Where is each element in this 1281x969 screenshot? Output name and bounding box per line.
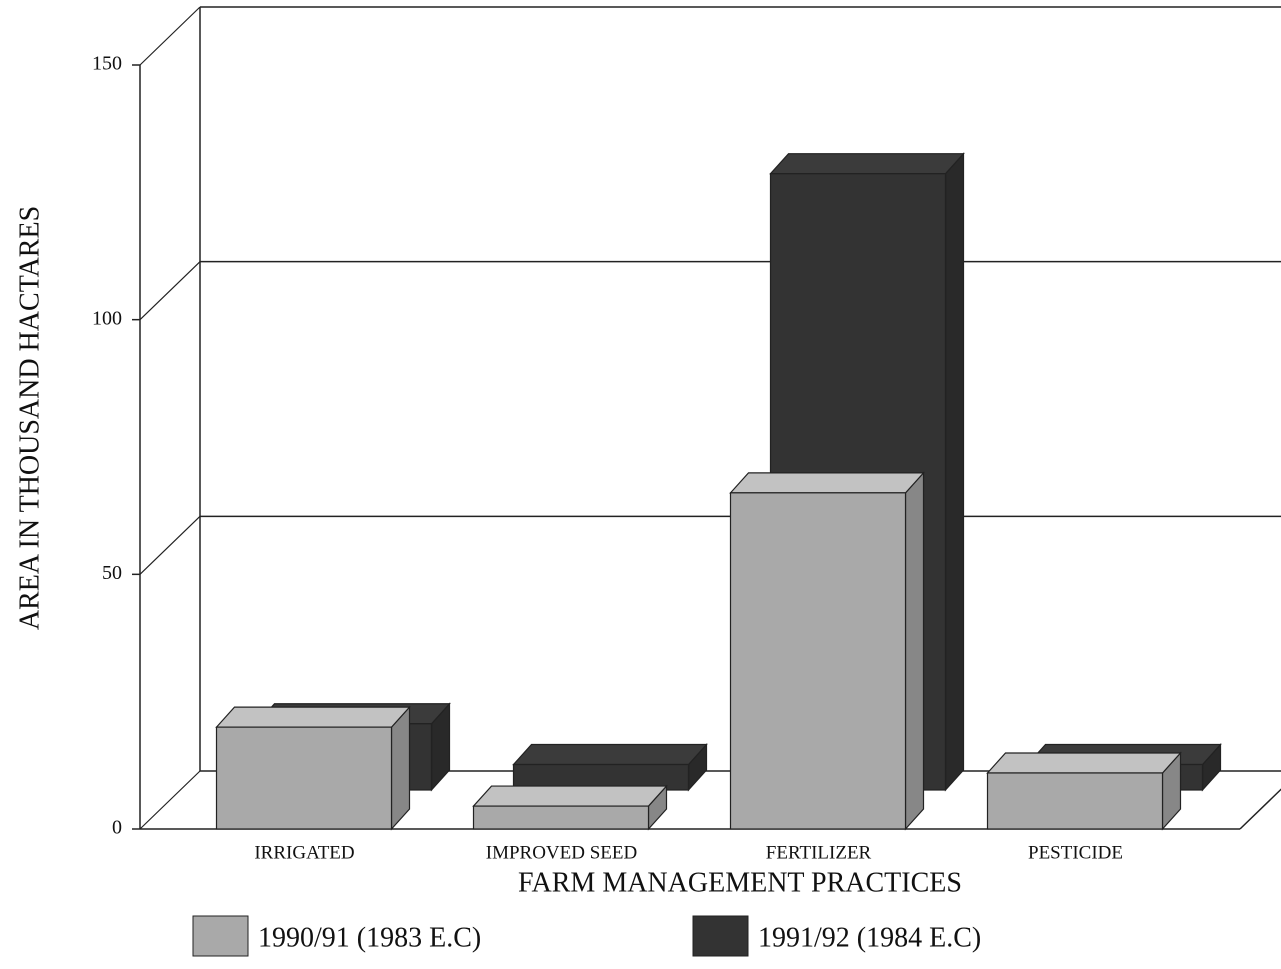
side-grid-line	[139, 261, 201, 321]
side-grid-line	[139, 770, 201, 830]
legend-swatch	[692, 915, 749, 957]
x-tick-label: IRRIGATED	[254, 842, 354, 863]
bar-side	[944, 152, 965, 792]
bar-side	[390, 705, 411, 831]
y-axis-title: AREA IN THOUSAND HACTARES	[14, 206, 45, 630]
x-tick-label: FERTILIZER	[766, 842, 872, 863]
y-tick-label: 0	[112, 817, 122, 839]
bar	[986, 772, 1164, 830]
side-grid-line	[139, 515, 201, 575]
y-tick-label: 50	[102, 562, 122, 584]
x-tick-label: IMPROVED SEED	[486, 842, 637, 863]
bar-top	[472, 785, 668, 807]
bar-top	[215, 706, 411, 728]
legend-label: 1990/91 (1983 E.C)	[258, 922, 481, 953]
bar-side	[904, 471, 925, 831]
floor-right	[1239, 788, 1281, 830]
x-tick-label: PESTICIDE	[1028, 842, 1123, 863]
bar	[729, 492, 907, 830]
legend-swatch	[192, 915, 249, 957]
legend-label: 1991/92 (1984 E.C)	[758, 922, 981, 953]
bar-top	[512, 743, 708, 766]
bar	[215, 726, 393, 830]
side-grid-line	[139, 6, 201, 66]
y-tick-label: 100	[92, 307, 122, 329]
bar	[472, 805, 650, 830]
bar-top	[769, 153, 965, 175]
y-tick-label: 150	[92, 53, 122, 75]
x-axis-title: FARM MANAGEMENT PRACTICES	[518, 867, 962, 898]
bar-top	[986, 752, 1182, 774]
bar-top	[729, 472, 925, 494]
